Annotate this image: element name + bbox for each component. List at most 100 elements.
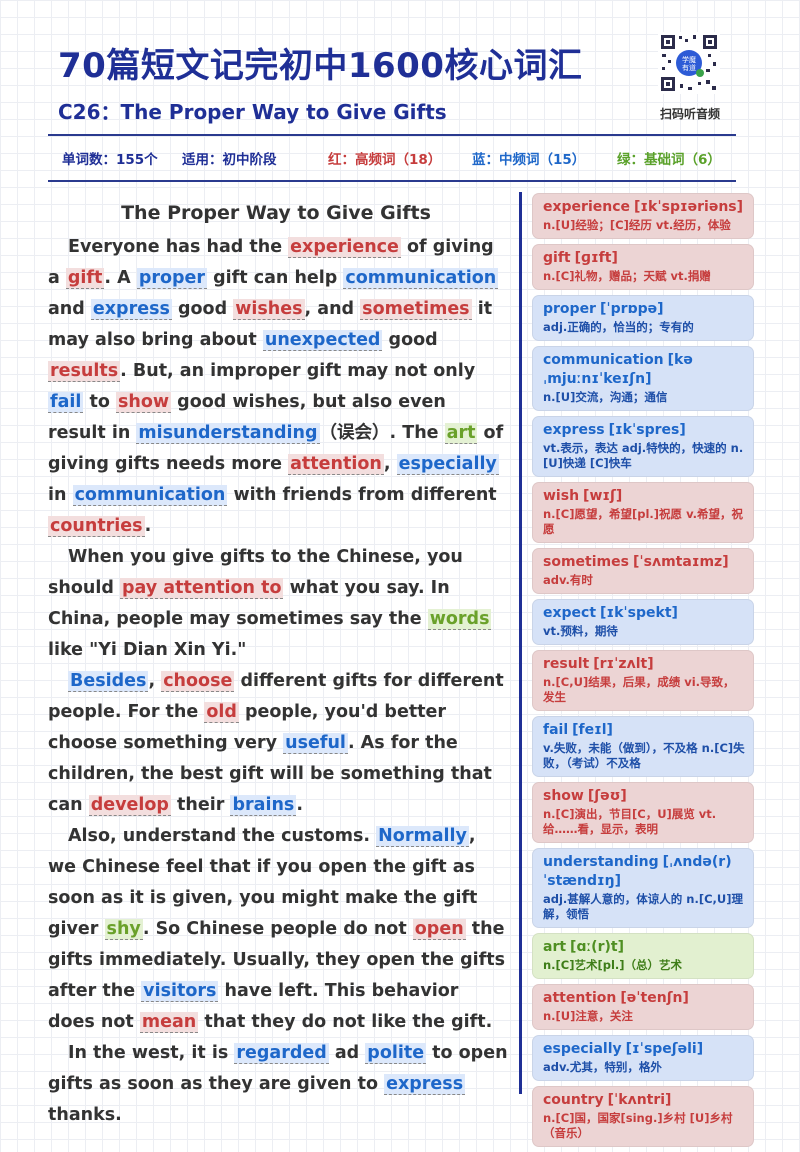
vocab-definition: n.[C]演出，节目[C，U]展览 vt.给……看，显示，表明 bbox=[543, 807, 717, 836]
vocab-card[interactable]: experience [ɪkˈspɪəriəns] n.[U]经验；[C]经历 vt… bbox=[532, 193, 754, 239]
vocab-phonetic: [ˈkʌntri] bbox=[607, 1092, 672, 1108]
text-run: of giving a bbox=[48, 237, 494, 288]
vocab-highlight-red[interactable]: develop bbox=[88, 795, 171, 816]
vocab-word: wish bbox=[543, 488, 580, 504]
vocab-definition: n.[C]艺术[pl.]（总）艺术 bbox=[543, 958, 683, 972]
vocab-highlight-red[interactable]: open bbox=[412, 919, 466, 940]
vocab-word: fail bbox=[543, 722, 569, 738]
vocab-highlight-blue[interactable]: fail bbox=[48, 392, 84, 413]
text-run: have left. This behavior does not bbox=[48, 981, 459, 1032]
vocab-card[interactable]: sometimes [ˈsʌmtaɪmz] adv.有时 bbox=[532, 548, 754, 594]
vocab-phonetic: [əˈtenʃn] bbox=[620, 990, 689, 1006]
vocab-highlight-red[interactable]: mean bbox=[139, 1012, 199, 1033]
vocab-card[interactable]: understanding [ˌʌndə(r)ˈstændɪŋ] adj.甚解人意的… bbox=[532, 848, 754, 928]
vocab-highlight-blue[interactable]: express bbox=[384, 1074, 466, 1095]
page-title: 70篇短文记完初中1600核心词汇 bbox=[58, 46, 583, 86]
vocab-highlight-red[interactable]: attention bbox=[288, 454, 384, 475]
vocab-highlight-blue[interactable]: Normally bbox=[376, 826, 469, 847]
vocab-highlight-blue[interactable]: brains bbox=[230, 795, 297, 816]
vocab-highlight-blue[interactable]: communication bbox=[343, 268, 499, 289]
vocab-definition: n.[U]经验；[C]经历 vt.经历，体验 bbox=[543, 218, 731, 232]
vocab-phonetic: [ɪkˈspɪəriəns] bbox=[634, 199, 744, 215]
vocab-headword-line: show [ʃəʊ] bbox=[543, 787, 745, 806]
vocab-card[interactable]: wish [wɪʃ] n.[C]愿望，希望[pl.]祝愿 v.希望，祝愿 bbox=[532, 482, 754, 543]
qr-label: 扫码听音频 bbox=[659, 107, 720, 121]
lesson-subtitle: C26：The Proper Way to Give Gifts bbox=[58, 100, 447, 124]
vocab-word: especially bbox=[543, 1041, 622, 1057]
vocab-highlight-blue[interactable]: especially bbox=[396, 454, 499, 475]
vocab-phonetic: [wɪʃ] bbox=[583, 488, 623, 504]
vocab-phonetic: [ɪkˈspekt] bbox=[600, 605, 678, 621]
vocab-definition: n.[U]注意，关注 bbox=[543, 1009, 633, 1023]
vocab-card[interactable]: result [rɪˈzʌlt] n.[C,U]结果，后果，成绩 vi.导致，发生 bbox=[532, 650, 754, 711]
vocab-highlight-red[interactable]: old bbox=[204, 702, 239, 723]
vocab-highlight-blue[interactable]: useful bbox=[283, 733, 348, 754]
vocab-headword-line: gift [ɡɪft] bbox=[543, 249, 745, 268]
vocab-phonetic: [ˌʌndə(r)ˈstændɪŋ] bbox=[543, 854, 732, 889]
vocab-highlight-blue[interactable]: polite bbox=[365, 1043, 427, 1064]
vocab-headword-line: art [ɑː(r)t] bbox=[543, 938, 745, 957]
vocab-word: expect bbox=[543, 605, 597, 621]
vocab-highlight-red[interactable]: gift bbox=[65, 268, 105, 289]
vocab-highlight-red[interactable]: wishes bbox=[233, 299, 305, 320]
vocab-highlight-red[interactable]: choose bbox=[161, 671, 235, 692]
column-divider bbox=[519, 192, 522, 1094]
vocab-card[interactable]: fail [feɪl] v.失败，未能（做到），不及格 n.[C]失败，（考试）不及… bbox=[532, 716, 754, 777]
vocab-card[interactable]: attention [əˈtenʃn] n.[U]注意，关注 bbox=[532, 984, 754, 1030]
vocab-highlight-blue[interactable]: unexpected bbox=[262, 330, 383, 351]
text-run: it may also bring about bbox=[48, 299, 493, 350]
text-run: Everyone has had the bbox=[68, 237, 289, 257]
vocab-definition: v.失败，未能（做到），不及格 n.[C]失败，（考试）不及格 bbox=[543, 741, 745, 770]
vocab-highlight-blue[interactable]: express bbox=[90, 299, 172, 320]
vocab-definition: adj.正确的，恰当的；专有的 bbox=[543, 320, 694, 334]
vocab-word: express bbox=[543, 422, 605, 438]
qr-code[interactable]: 学魔 有道 bbox=[658, 32, 720, 94]
text-run: , bbox=[383, 454, 397, 474]
vocab-highlight-green[interactable]: art bbox=[444, 423, 478, 444]
vocab-definition: adj.甚解人意的，体谅人的 n.[C,U]理解，领悟 bbox=[543, 892, 744, 921]
vocab-highlight-green[interactable]: shy bbox=[104, 919, 143, 940]
vocab-highlight-green[interactable]: words bbox=[427, 609, 492, 630]
text-run: good wishes, but also even result in bbox=[48, 392, 446, 443]
vocab-card[interactable]: expect [ɪkˈspekt] vt.预料，期待 bbox=[532, 599, 754, 645]
vocab-highlight-red[interactable]: results bbox=[48, 361, 121, 382]
vocab-highlight-blue[interactable]: regarded bbox=[234, 1043, 329, 1064]
vocab-card[interactable]: especially [ɪˈspeʃəli] adv.尤其，特别，格外 bbox=[532, 1035, 754, 1081]
vocab-headword-line: proper [ˈprɒpə] bbox=[543, 300, 745, 319]
text-run: , and bbox=[304, 299, 361, 319]
vocab-card[interactable]: proper [ˈprɒpə] adj.正确的，恰当的；专有的 bbox=[532, 295, 754, 341]
vocab-highlight-blue[interactable]: misunderstanding bbox=[136, 423, 320, 444]
vocab-highlight-red[interactable]: countries bbox=[48, 516, 145, 537]
vocab-highlight-red[interactable]: experience bbox=[288, 237, 401, 258]
vocab-card[interactable]: communication [kəˌmjuːnɪˈkeɪʃn] n.[U]交流，沟通… bbox=[532, 346, 754, 411]
vocab-card[interactable]: gift [ɡɪft] n.[C]礼物，赠品；天赋 vt.捐赠 bbox=[532, 244, 754, 290]
vocab-list: experience [ɪkˈspɪəriəns] n.[U]经验；[C]经历 vt… bbox=[532, 193, 754, 1152]
vocab-card[interactable]: show [ʃəʊ] n.[C]演出，节目[C，U]展览 vt.给……看，显示，表明 bbox=[532, 782, 754, 843]
vocab-highlight-blue[interactable]: proper bbox=[136, 268, 208, 289]
vocab-definition: vt.预料，期待 bbox=[543, 624, 618, 638]
vocab-phonetic: [ʃəʊ] bbox=[587, 788, 627, 804]
vocab-phonetic: [ɡɪft] bbox=[574, 250, 618, 266]
vocab-phonetic: [ɪkˈspres] bbox=[608, 422, 686, 438]
vocab-highlight-blue[interactable]: visitors bbox=[141, 981, 219, 1002]
vocab-card[interactable]: express [ɪkˈspres] vt.表示，表达 adj.特快的，快速的 n.… bbox=[532, 416, 754, 477]
article-paragraph: Also, understand the customs. Normally, … bbox=[48, 821, 508, 1038]
vocab-highlight-blue[interactable]: Besides bbox=[68, 671, 149, 692]
text-run: . bbox=[296, 795, 303, 815]
vocab-card[interactable]: art [ɑː(r)t] n.[C]艺术[pl.]（总）艺术 bbox=[532, 933, 754, 979]
text-run: （误会）. The bbox=[319, 423, 445, 443]
vocab-word: understanding bbox=[543, 854, 659, 870]
vocab-phonetic: [rɪˈzʌlt] bbox=[593, 656, 654, 672]
vocab-word: proper bbox=[543, 301, 596, 317]
text-run: good bbox=[171, 299, 234, 319]
vocab-card[interactable]: country [ˈkʌntri] n.[C]国，国家[sing.]乡村 [U]乡村… bbox=[532, 1086, 754, 1147]
vocab-highlight-red[interactable]: pay attention to bbox=[119, 578, 284, 599]
vocab-highlight-red[interactable]: sometimes bbox=[360, 299, 472, 320]
text-run: different gifts for different people. Fo… bbox=[48, 671, 504, 722]
vocab-highlight-red[interactable]: show bbox=[116, 392, 172, 413]
vocab-word: art bbox=[543, 939, 567, 955]
text-run: . bbox=[144, 516, 152, 536]
text-run: ad bbox=[328, 1043, 366, 1063]
vocab-highlight-blue[interactable]: communication bbox=[72, 485, 228, 506]
article-paragraph: When you give gifts to the Chinese, you … bbox=[48, 542, 508, 666]
